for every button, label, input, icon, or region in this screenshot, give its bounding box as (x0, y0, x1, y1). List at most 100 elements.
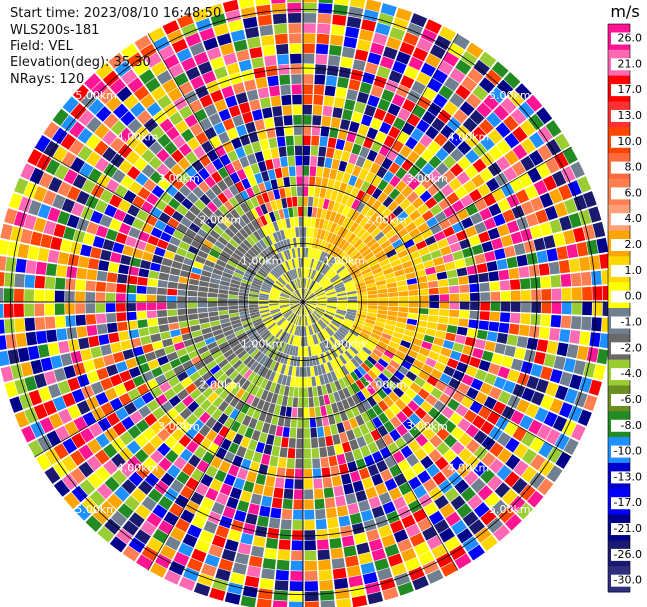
range-gate (116, 303, 126, 312)
range-gate (271, 445, 280, 457)
range-gate (569, 330, 581, 344)
range-gate (44, 290, 55, 302)
range-gate (398, 296, 409, 302)
range-gate (202, 332, 214, 340)
range-gate (36, 453, 52, 471)
range-gate (599, 253, 611, 269)
range-gate (520, 138, 536, 154)
range-gate (278, 252, 285, 263)
range-gate (240, 337, 251, 346)
range-gate (320, 126, 330, 137)
range-gate (138, 480, 153, 495)
range-gate (245, 26, 260, 39)
range-gate (106, 313, 117, 323)
range-gate (273, 255, 281, 265)
range-gate (82, 233, 95, 246)
range-gate (20, 361, 34, 377)
range-gate (293, 291, 301, 299)
range-gate (376, 166, 388, 179)
range-gate (340, 525, 353, 537)
range-gate (209, 364, 221, 375)
range-gate (324, 313, 334, 319)
range-gate (312, 468, 322, 479)
range-gate (171, 149, 184, 163)
range-gate (388, 391, 400, 403)
range-gate (500, 97, 517, 114)
range-gate (304, 560, 318, 571)
range-gate (178, 171, 191, 184)
range-gate (127, 275, 138, 285)
range-gate (289, 259, 294, 270)
range-gate (444, 261, 456, 271)
range-gate (233, 373, 243, 384)
range-gate (27, 345, 40, 360)
range-gate (353, 368, 363, 379)
range-gate (361, 346, 372, 356)
range-gate (342, 205, 351, 217)
azimuth-line (302, 33, 459, 303)
range-gate (146, 512, 162, 528)
range-gate (372, 32, 388, 46)
range-gate (200, 399, 212, 411)
range-gate (240, 595, 257, 607)
range-gate (479, 382, 493, 395)
range-gate (236, 124, 248, 137)
range-gate (158, 324, 170, 333)
range-gate (295, 155, 303, 166)
range-gate (30, 231, 43, 246)
range-gate (304, 305, 309, 315)
range-gate (283, 309, 292, 316)
range-gate (333, 412, 342, 424)
range-gate (85, 303, 96, 314)
range-gate (570, 316, 582, 330)
range-gate (290, 376, 296, 387)
range-gate (473, 430, 488, 445)
range-gate (340, 340, 349, 350)
range-gate (308, 346, 312, 357)
range-gate (410, 13, 428, 28)
range-gate (442, 155, 457, 169)
range-gate (211, 245, 223, 255)
range-gate (303, 43, 315, 54)
range-gate (337, 267, 347, 276)
range-gate (272, 600, 288, 607)
range-gate (326, 294, 337, 298)
range-gate (343, 545, 357, 557)
range-gate (299, 316, 302, 326)
range-gate (56, 328, 68, 341)
range-gate (125, 150, 140, 165)
range-gate (269, 337, 277, 346)
range-gate (269, 307, 280, 311)
range-gate (110, 510, 128, 527)
range-gate (277, 330, 285, 340)
range-gate (210, 456, 223, 469)
range-gate (35, 261, 47, 275)
range-gate (342, 109, 353, 121)
range-gate (273, 487, 284, 499)
range-gate (285, 285, 293, 293)
range-gate (97, 526, 115, 543)
range-gate (443, 205, 456, 218)
range-gate (306, 336, 310, 346)
range-gate (304, 278, 307, 288)
range-gate (311, 282, 318, 291)
range-gate (230, 208, 241, 220)
range-gate (273, 243, 281, 253)
range-gate (167, 309, 178, 317)
range-gate (195, 539, 211, 553)
range-gate (502, 209, 516, 223)
range-gate (289, 324, 295, 334)
range-gate (298, 305, 302, 315)
range-gate (414, 376, 426, 388)
range-gate (250, 208, 259, 219)
range-gate (345, 261, 355, 270)
range-gate (48, 383, 62, 399)
range-gate (558, 260, 570, 274)
range-gate (420, 28, 438, 44)
range-gate (483, 396, 497, 410)
range-gate (177, 13, 194, 29)
range-gate (359, 216, 369, 228)
range-gate (205, 162, 217, 175)
range-gate (363, 373, 374, 384)
range-gate (373, 108, 387, 121)
